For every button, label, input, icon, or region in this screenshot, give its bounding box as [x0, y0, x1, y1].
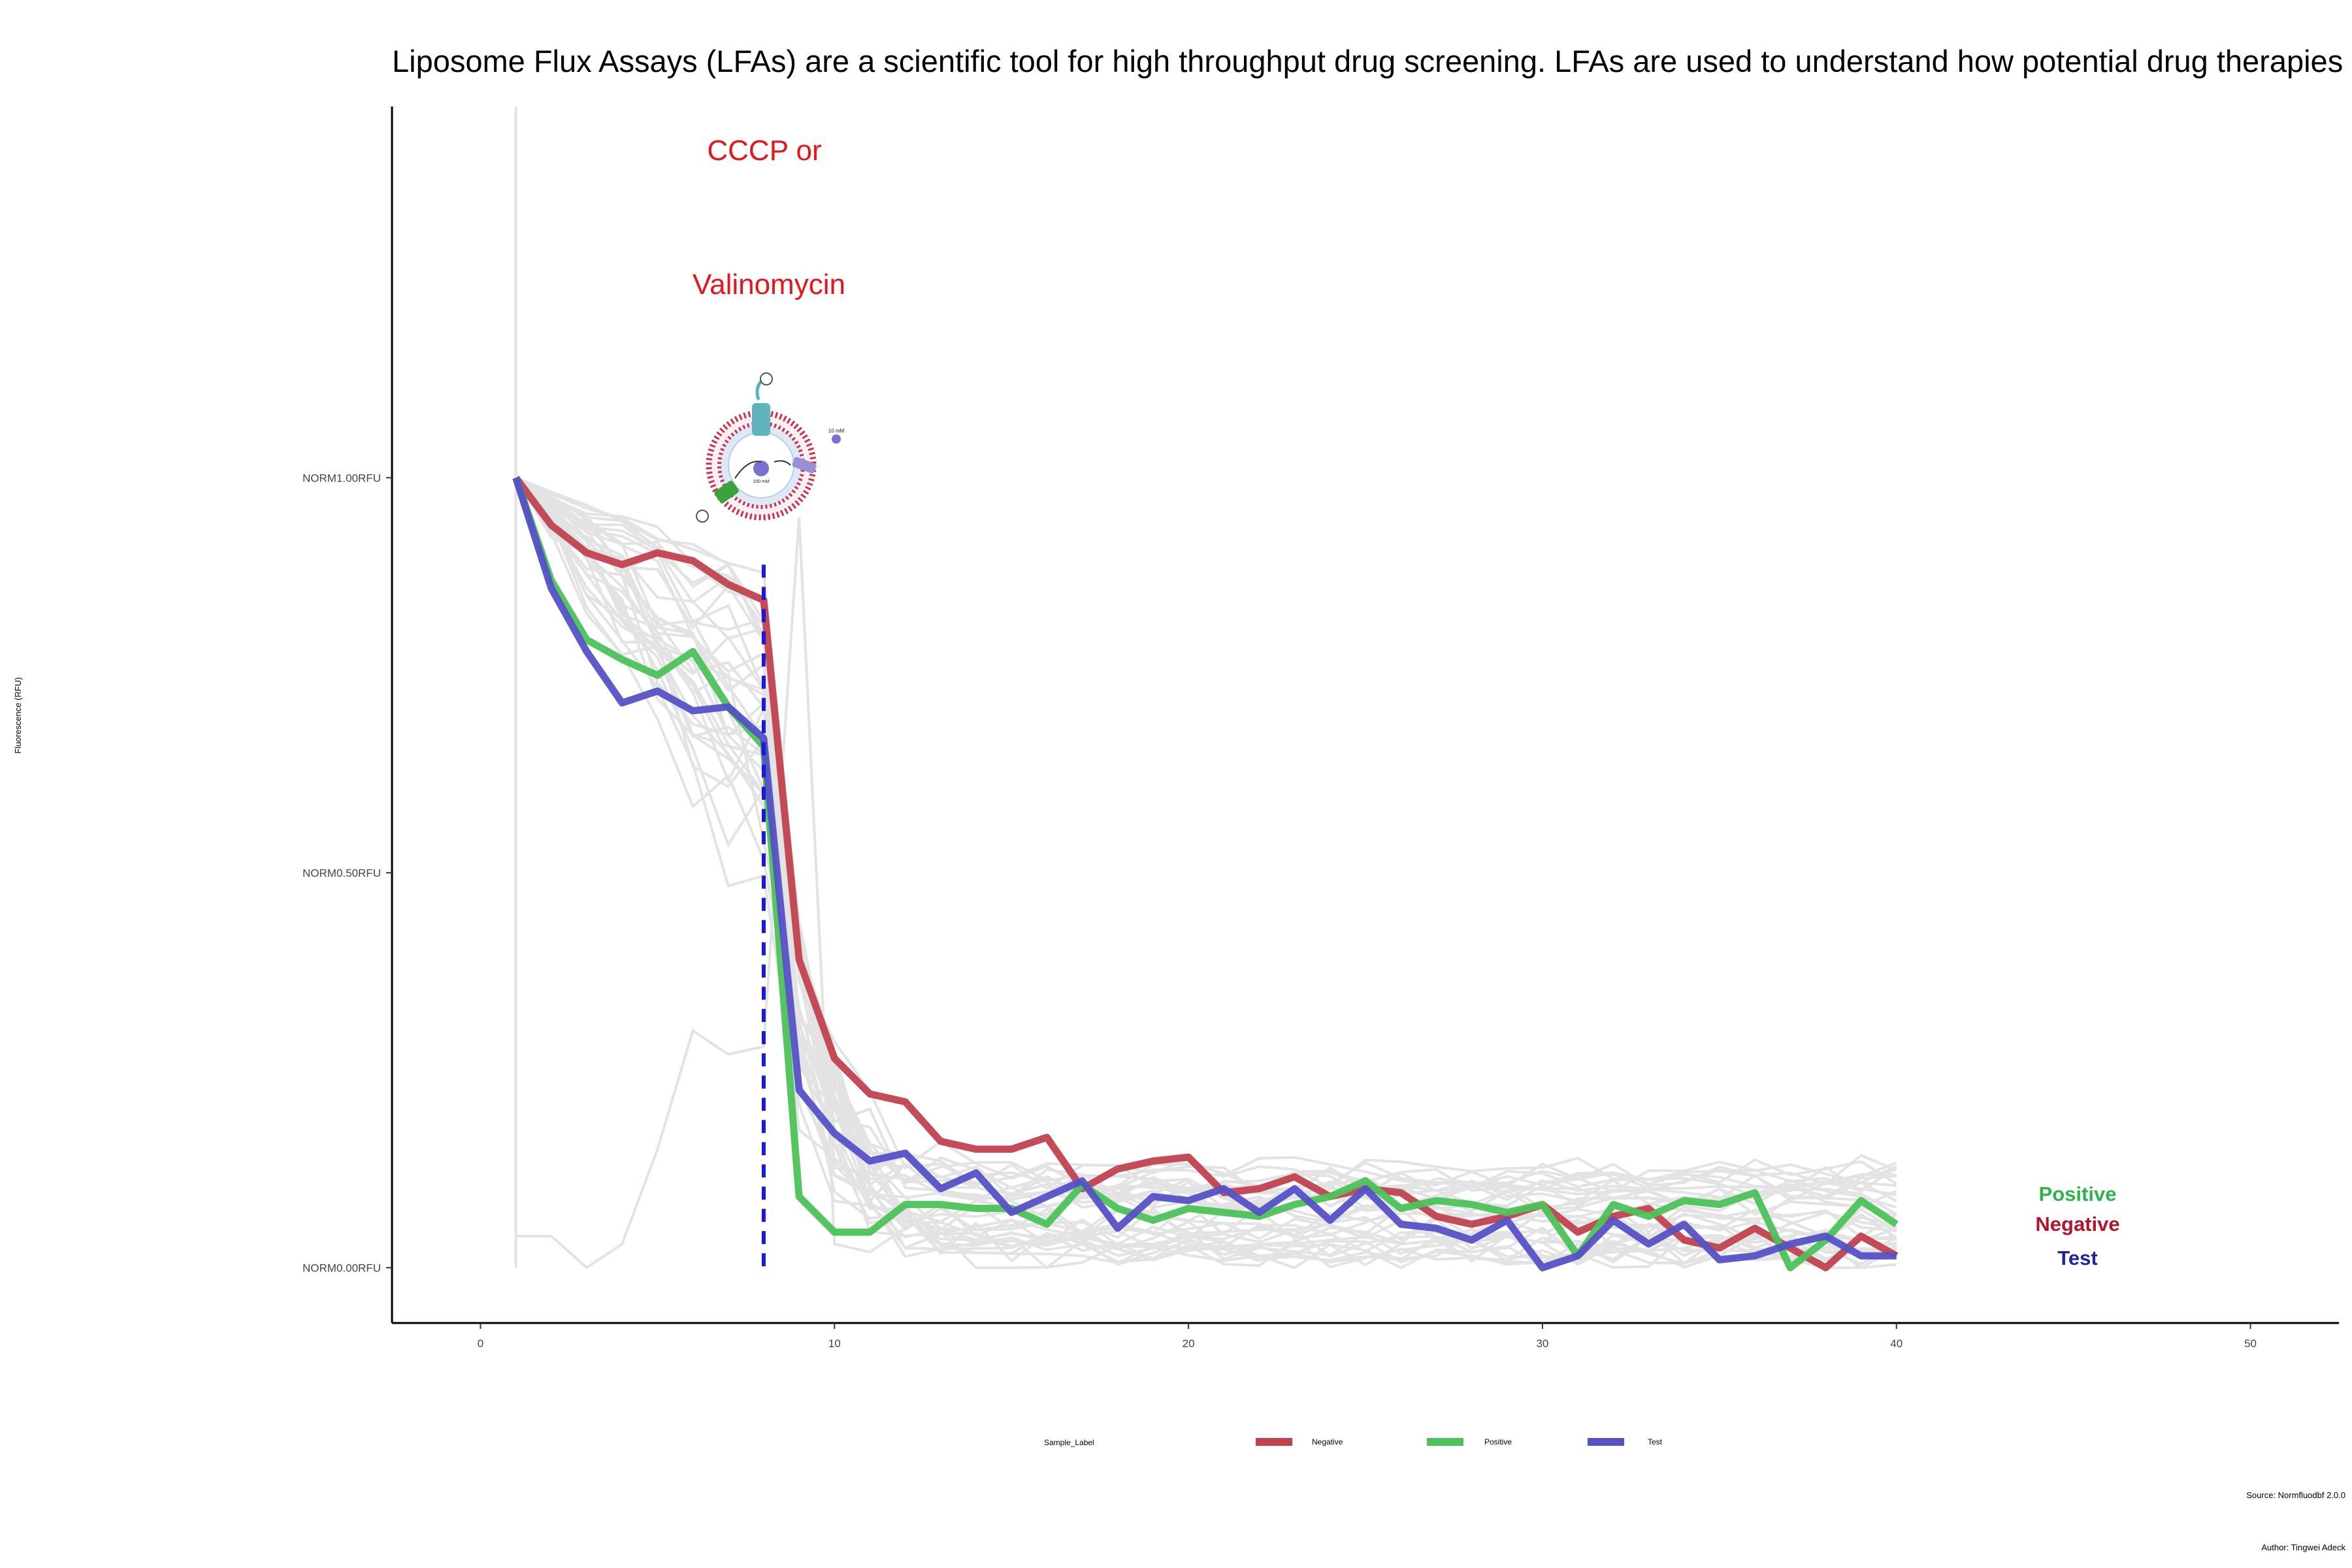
reagent-annotation-line1: CCCP or [707, 135, 821, 167]
background-trace [515, 476, 1897, 1216]
liposome-label-b: 150 mM [753, 480, 769, 484]
y-axis-label: Fluorescence (RFU) [13, 677, 23, 753]
series-line-negative [513, 475, 1899, 1271]
source-caption: Source: Normfluodbf 2.0.0 [2246, 1490, 2345, 1500]
background-trace [515, 476, 1897, 1264]
y-tick-label: NORM1.00RFU [302, 472, 381, 484]
liposome-label-a: 10 mM [828, 428, 845, 434]
background-trace [515, 476, 1897, 1269]
x-tick-label: 50 [2244, 1337, 2257, 1350]
x-tick-label: 40 [1890, 1337, 1903, 1350]
series-line-test [512, 476, 1897, 1271]
x-tick-label: 20 [1183, 1337, 1195, 1350]
background-trace [515, 476, 1897, 1196]
chart-title: Liposome Flux Assays (LFAs) are a scient… [392, 44, 2343, 78]
x-tick-label: 10 [828, 1337, 841, 1350]
x-tick-label: 30 [1536, 1337, 1548, 1350]
y-tick-label: NORM0.00RFU [302, 1262, 381, 1274]
legend: Sample_Label Negative Positive Test [1044, 1437, 1663, 1447]
background-traces [514, 106, 1897, 1269]
author-caption: Author: Tingwei Adeck [2261, 1543, 2345, 1552]
background-trace [515, 476, 1897, 1266]
legend-label-negative: Negative [1312, 1437, 1343, 1446]
series-layer [512, 475, 1899, 1271]
series-line-positive [512, 476, 1899, 1271]
liposome-diagram-icon: 10 mM 150 mM [696, 372, 845, 523]
x-tick-label: 0 [478, 1337, 483, 1350]
end-label-positive: Positive [2039, 1183, 2117, 1205]
reagent-annotation-line2: Valinomycin [693, 269, 845, 301]
legend-title: Sample_Label [1044, 1438, 1094, 1447]
axes [391, 106, 2339, 1324]
background-trace [515, 477, 1897, 1198]
background-trace [515, 477, 1897, 1199]
legend-label-positive: Positive [1484, 1437, 1512, 1446]
background-trace [515, 476, 1897, 1258]
background-trace [515, 476, 1897, 1220]
background-trace [515, 517, 906, 1269]
background-trace [515, 476, 1897, 1226]
axis-ticks: 0 10 20 30 40 50 NORM0.00RFU NORM0.50RFU NORM1.0… [302, 472, 2257, 1350]
y-tick-label: NORM0.50RFU [302, 867, 381, 879]
background-trace [515, 476, 1897, 1269]
end-label-test: Test [2057, 1247, 2097, 1269]
legend-label-test: Test [1648, 1437, 1663, 1446]
background-trace [515, 476, 1897, 1269]
end-label-negative: Negative [2035, 1213, 2119, 1235]
